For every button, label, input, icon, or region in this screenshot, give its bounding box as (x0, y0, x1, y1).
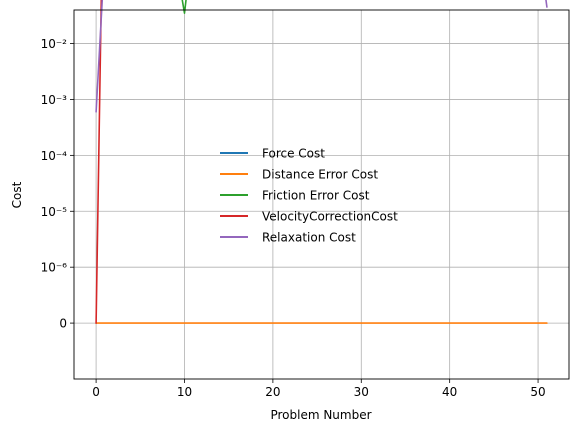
legend-label: Friction Error Cost (262, 189, 370, 203)
y-tick-label: 10⁻⁵ (41, 205, 68, 219)
x-axis-label: Problem Number (270, 408, 371, 422)
x-axis-ticks: 0 10 20 30 40 50 (92, 379, 546, 399)
series-lines (95, 0, 548, 324)
legend: Force Cost Distance Error Cost Friction Er… (220, 147, 398, 245)
y-tick-label: 10⁻⁴ (41, 149, 68, 163)
y-tick-label: 10⁻³ (41, 93, 68, 107)
legend-label: Relaxation Cost (262, 231, 356, 245)
y-tick-label: 0 (59, 317, 67, 331)
x-tick-label: 40 (442, 385, 457, 399)
grid (74, 10, 569, 379)
x-tick-label: 20 (265, 385, 280, 399)
legend-label: Distance Error Cost (262, 168, 378, 182)
x-tick-label: 50 (530, 385, 545, 399)
legend-label: VelocityCorrectionCost (262, 210, 398, 224)
legend-label: Force Cost (262, 147, 325, 161)
x-tick-label: 0 (92, 385, 100, 399)
y-axis-ticks: 010⁻⁶10⁻⁵10⁻⁴10⁻³10⁻²10⁻¹10⁰10¹10²10³10⁴… (41, 37, 74, 331)
y-tick-label: 10⁻² (41, 37, 68, 51)
plot-frame (73, 9, 570, 380)
y-tick-label: 10⁻⁶ (41, 261, 68, 275)
plot-area (74, 10, 569, 379)
y-axis-label: Cost (10, 181, 24, 208)
x-tick-label: 30 (354, 385, 369, 399)
x-tick-label: 10 (177, 385, 192, 399)
